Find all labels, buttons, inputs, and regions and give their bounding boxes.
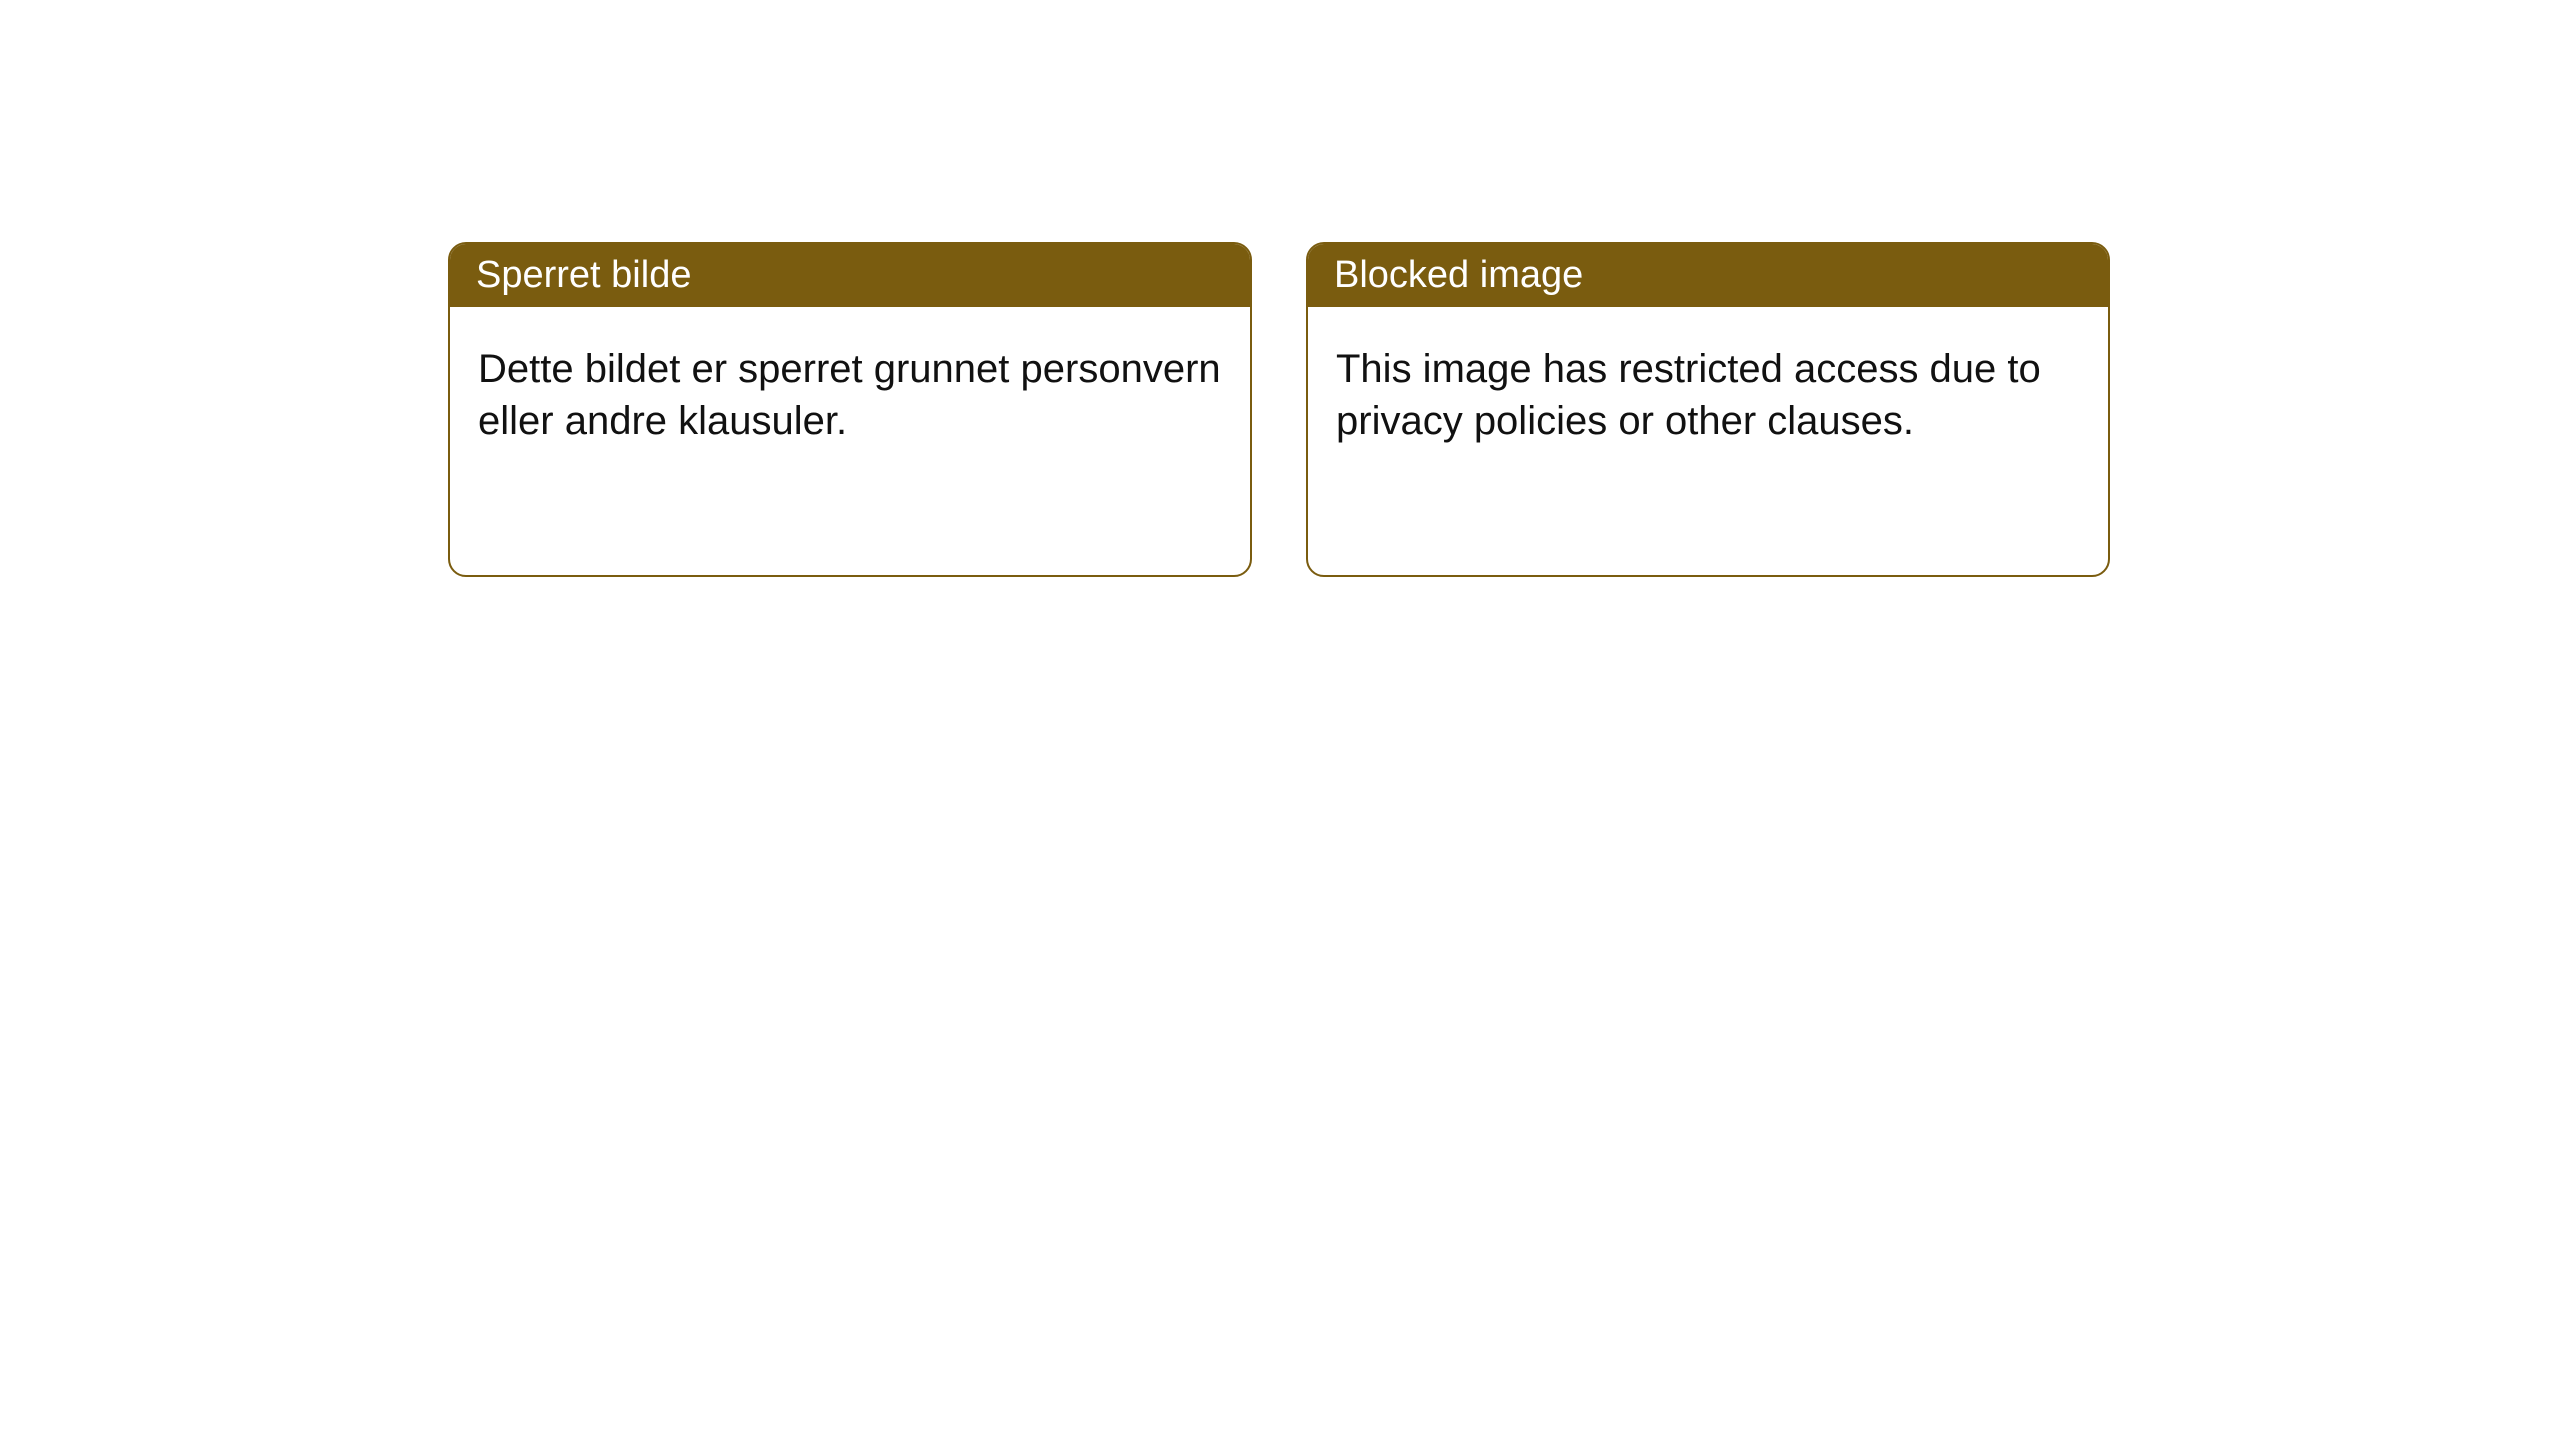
notice-card-english: Blocked image This image has restricted … <box>1306 242 2110 577</box>
notice-card-body: This image has restricted access due to … <box>1308 307 2108 483</box>
notice-card-body: Dette bildet er sperret grunnet personve… <box>450 307 1250 483</box>
notice-cards-row: Sperret bilde Dette bildet er sperret gr… <box>0 0 2560 577</box>
notice-card-norwegian: Sperret bilde Dette bildet er sperret gr… <box>448 242 1252 577</box>
notice-card-title: Blocked image <box>1308 244 2108 307</box>
notice-card-title: Sperret bilde <box>450 244 1250 307</box>
